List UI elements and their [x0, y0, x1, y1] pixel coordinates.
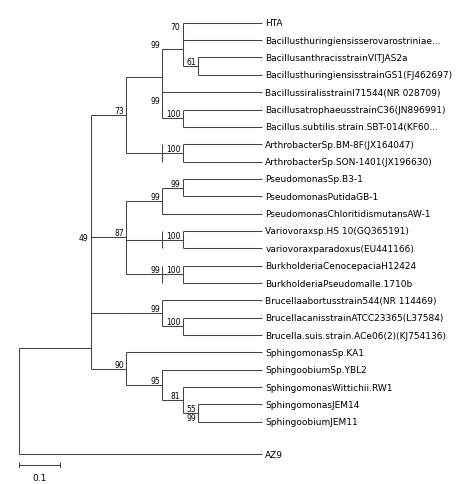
Text: ArthrobacterSp.BM-8F(JX164047): ArthrobacterSp.BM-8F(JX164047) — [265, 140, 415, 150]
Text: 99: 99 — [151, 266, 160, 275]
Text: 100: 100 — [166, 145, 181, 153]
Text: 55: 55 — [187, 404, 196, 413]
Text: 100: 100 — [166, 318, 181, 327]
Text: 100: 100 — [166, 266, 181, 275]
Text: SphingoobiumSp.YBL2: SphingoobiumSp.YBL2 — [265, 365, 367, 375]
Text: HTA: HTA — [265, 19, 283, 28]
Text: 61: 61 — [187, 58, 196, 67]
Text: 87: 87 — [114, 229, 124, 238]
Text: Brucellaabortusstrain544(NR 114469): Brucellaabortusstrain544(NR 114469) — [265, 296, 437, 305]
Text: 99: 99 — [151, 305, 160, 314]
Text: 100: 100 — [166, 110, 181, 119]
Text: 73: 73 — [114, 107, 124, 116]
Text: PseudomonasPutidaGB-1: PseudomonasPutidaGB-1 — [265, 192, 379, 201]
Text: 99: 99 — [171, 179, 181, 188]
Text: Brucella.suis.strain.ACe06(2)(KJ754136): Brucella.suis.strain.ACe06(2)(KJ754136) — [265, 331, 446, 340]
Text: BacillusatrophaeusstrainC36(JN896991): BacillusatrophaeusstrainC36(JN896991) — [265, 106, 446, 115]
Text: SphingomonasJEM14: SphingomonasJEM14 — [265, 400, 360, 409]
Text: variovoraxparadoxus(EU441166): variovoraxparadoxus(EU441166) — [265, 244, 414, 253]
Text: 99: 99 — [151, 97, 160, 106]
Text: PseudomonasSp.B3-1: PseudomonasSp.B3-1 — [265, 175, 363, 184]
Text: BurkholderiaCenocepaciaH12424: BurkholderiaCenocepaciaH12424 — [265, 262, 416, 271]
Text: 0.1: 0.1 — [32, 473, 47, 482]
Text: Bacillus.subtilis.strain.SBT-014(KF60...: Bacillus.subtilis.strain.SBT-014(KF60... — [265, 123, 438, 132]
Text: BurkholderiaPseudomalle.1710b: BurkholderiaPseudomalle.1710b — [265, 279, 412, 288]
Text: 95: 95 — [151, 376, 160, 385]
Text: AZ9: AZ9 — [265, 450, 283, 459]
Text: 70: 70 — [171, 23, 181, 32]
Text: BacillussiralisstrainI71544(NR 028709): BacillussiralisstrainI71544(NR 028709) — [265, 89, 441, 97]
Text: BacillusanthracisstrainVITJAS2a: BacillusanthracisstrainVITJAS2a — [265, 54, 408, 63]
Text: 99: 99 — [151, 41, 160, 50]
Text: BrucellacanisstrainATCC23365(L37584): BrucellacanisstrainATCC23365(L37584) — [265, 314, 444, 322]
Text: 81: 81 — [171, 392, 181, 400]
Text: 99: 99 — [187, 413, 196, 422]
Text: PseudomonasChloritidismutansAW-1: PseudomonasChloritidismutansAW-1 — [265, 210, 431, 219]
Text: SphingoobiumJEM11: SphingoobiumJEM11 — [265, 418, 358, 426]
Text: 100: 100 — [166, 231, 181, 240]
Text: 90: 90 — [114, 360, 124, 369]
Text: Variovoraxsp.HS 10(GQ365191): Variovoraxsp.HS 10(GQ365191) — [265, 227, 409, 236]
Text: BacillusthuringiensisstrainGS1(FJ462697): BacillusthuringiensisstrainGS1(FJ462697) — [265, 71, 452, 80]
Text: ArthrobacterSp.SON-1401(JX196630): ArthrobacterSp.SON-1401(JX196630) — [265, 158, 433, 166]
Text: SphingomonasSp.KA1: SphingomonasSp.KA1 — [265, 348, 364, 357]
Text: SphingomonasWittichii.RW1: SphingomonasWittichii.RW1 — [265, 383, 393, 392]
Text: 99: 99 — [151, 192, 160, 201]
Text: Bacillusthuringiensisserovarostriniae...: Bacillusthuringiensisserovarostriniae... — [265, 37, 441, 45]
Text: 49: 49 — [79, 233, 89, 242]
